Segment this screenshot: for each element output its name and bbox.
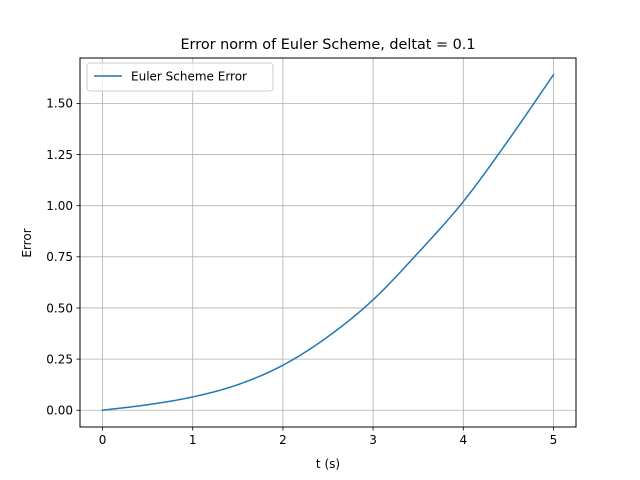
- x-tick-label: 3: [369, 433, 377, 447]
- chart-title: Error norm of Euler Scheme, deltat = 0.1: [180, 37, 475, 53]
- legend-label: Euler Scheme Error: [131, 70, 247, 84]
- legend-box: [86, 62, 274, 92]
- x-axis-ticks: 0 1 2 3 4 5: [99, 427, 558, 447]
- x-axis-label: t (s): [316, 457, 340, 471]
- grid: [80, 58, 576, 427]
- x-tick-label: 5: [550, 433, 558, 447]
- x-tick-label: 1: [189, 433, 197, 447]
- y-tick-label: 0.75: [46, 250, 73, 264]
- x-tick-label: 4: [459, 433, 467, 447]
- plot-area-frame: [79, 57, 577, 428]
- y-tick-label: 0.25: [46, 352, 73, 366]
- x-tick-label: 2: [279, 433, 287, 447]
- y-axis-label: Error: [20, 228, 34, 257]
- y-tick-label: 0.00: [46, 404, 73, 418]
- y-tick-label: 1.00: [46, 199, 73, 213]
- y-axis-ticks: 0.00 0.25 0.50 0.75 1.00 1.25 1.50: [46, 97, 80, 418]
- y-tick-label: 0.50: [46, 301, 73, 315]
- legend: Euler Scheme Error: [86, 62, 274, 92]
- y-tick-label: 1.25: [46, 148, 73, 162]
- series-layer: [101, 73, 555, 412]
- y-tick-label: 1.50: [46, 97, 73, 111]
- series-line-euler-scheme-error: [101, 73, 555, 412]
- x-tick-label: 0: [99, 433, 107, 447]
